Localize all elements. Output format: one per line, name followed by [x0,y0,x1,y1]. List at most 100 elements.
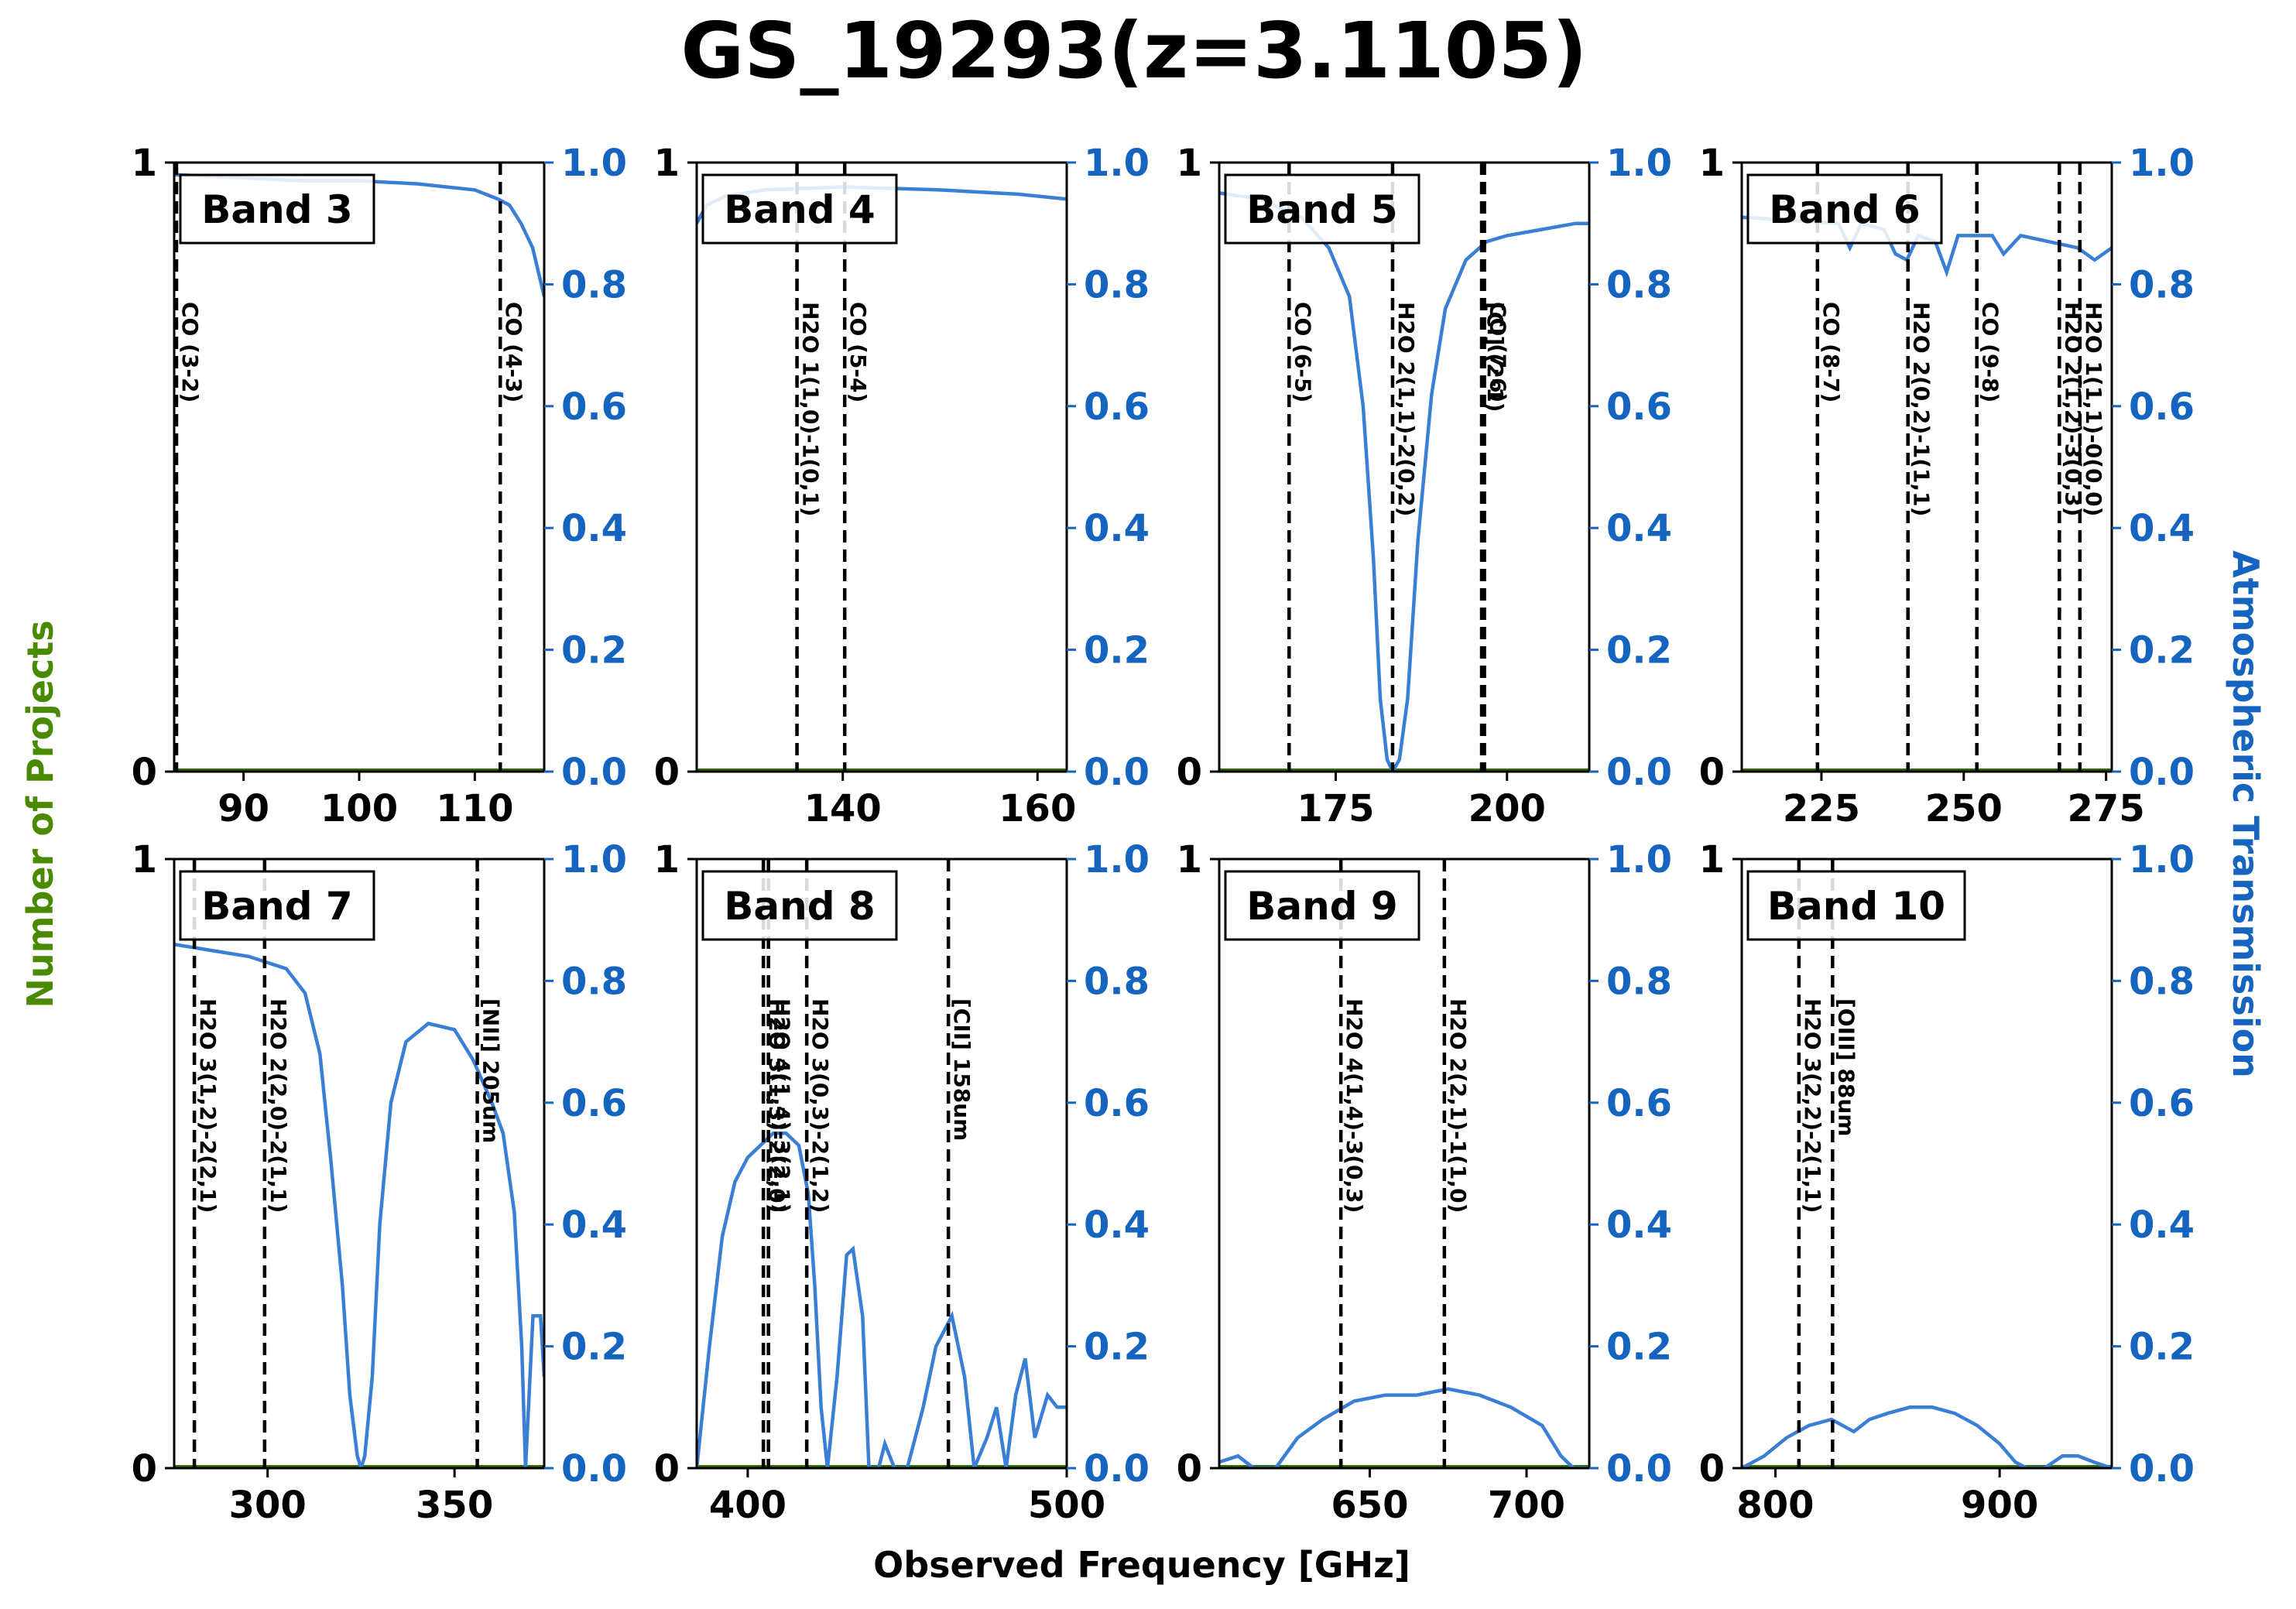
band-label: Band 9 [1246,884,1397,929]
emission-line-label: [CI] (2-1) [1482,302,1508,413]
transmission-curve [1219,191,1589,772]
emission-line-label: CO (8-7) [1818,302,1844,402]
right-y-tick-label: 0.2 [1084,629,1150,673]
panel-frame [173,161,546,773]
right-y-tick-label: 1.0 [1606,838,1672,882]
x-tick-label: 175 [1297,787,1374,830]
emission-line-label: [OIII] 88um [1833,998,1859,1136]
emission-line-label: H2O 2(2,1)-1(1,0) [1445,998,1471,1213]
x-tick-label: 225 [1783,787,1860,830]
panel-band-6: CO (8-7) H2O 2(0,2)-1(1,1) CO (9-8) H2O 2(1… [1699,142,2195,830]
band-label: Band 7 [201,884,352,929]
right-y-tick-label: 0.4 [1606,1203,1672,1247]
left-y-tick-label: 1 [654,838,680,882]
band-label-box [701,173,898,245]
right-y-tick-label: 1.0 [1084,838,1150,882]
right-y-tick-label: 0.4 [2129,507,2195,550]
x-tick-label: 140 [804,787,882,830]
x-tick-label: 800 [1736,1484,1814,1527]
right-y-tick-label: 1.0 [2129,142,2195,185]
emission-line-label: CO (9-8) [1978,302,2003,402]
band-label: Band 5 [1246,187,1397,232]
right-y-tick-label: 0.4 [1606,507,1672,550]
left-y-tick-label: 0 [1699,1447,1725,1491]
emission-line-label: CO (4-3) [501,302,526,402]
emission-line-label: H2O 3(0,3)-2(1,2) [807,998,833,1213]
x-tick-label: 350 [416,1484,493,1527]
band-label: Band 6 [1769,187,1920,232]
right-y-tick-label: 0.2 [2129,1326,2195,1369]
x-tick-label: 900 [1961,1484,2038,1527]
transmission-curve [697,1131,1067,1468]
left-y-tick-label: 0 [1177,1447,1202,1491]
right-y-tick-label: 1.0 [1084,142,1150,185]
right-y-tick-label: 0.6 [2129,1082,2195,1125]
panel-band-10: H2O 3(2,2)-2(1,1) [OIII] 88um 800 900 0 1 0.0 0… [1699,838,2195,1527]
right-y-tick-label: 0.8 [1084,960,1150,1003]
band-label: Band 8 [724,884,875,929]
right-y-tick-label: 0.8 [561,960,627,1003]
figure-title: GS_19293(z=3.1105) [680,5,1587,96]
left-y-tick-label: 1 [132,142,157,185]
x-tick-label: 200 [1468,787,1546,830]
x-tick-label: 700 [1488,1484,1565,1527]
emission-line-label: CO (6-5) [1290,302,1315,402]
right-y-tick-label: 0.2 [561,1326,627,1369]
right-y-tick-label: 0.0 [1606,1447,1672,1491]
right-y-tick-label: 0.0 [561,751,627,794]
right-y-tick-label: 0.6 [1084,1082,1150,1125]
panel-band-7: H2O 3(1,2)-2(2,1) H2O 2(2,0)-2(1,1) [NII] … [132,838,627,1527]
emission-line-label: CO (3-2) [177,302,203,402]
right-y-tick-label: 0.8 [2129,960,2195,1003]
right-y-tick-label: 0.0 [561,1447,627,1491]
right-y-tick-label: 0.0 [2129,1447,2195,1491]
right-y-tick-label: 0.4 [1084,1203,1150,1247]
panel-frame [695,161,1068,773]
emission-line-label: H2O 4(1,4)-3(0,3) [1342,998,1367,1213]
left-y-axis-label: Number of Projects [19,620,61,1008]
x-tick-label: 90 [218,787,269,830]
right-y-tick-label: 0.2 [1606,629,1672,673]
right-y-tick-label: 0.6 [561,1082,627,1125]
band-label: Band 4 [724,187,875,232]
band-label-box [1224,173,1420,245]
right-y-tick-label: 0.0 [2129,751,2195,794]
right-y-tick-label: 0.2 [1084,1326,1150,1369]
left-y-tick-label: 1 [1699,838,1725,882]
band-label-box [1746,173,1943,245]
emission-line-label: CO (5-4) [845,302,871,402]
right-y-tick-label: 0.2 [2129,629,2195,673]
right-y-tick-label: 0.2 [561,629,627,673]
band-label-box [179,173,375,245]
left-y-tick-label: 0 [132,751,157,794]
right-y-tick-label: 0.4 [1084,507,1150,550]
panels-group: CO (3-2) CO (4-3) 90 1 0 0 1 1 0 0 1 0.0 0.2 0.4 0.6 0.… [132,142,2195,1527]
panel-frame [173,858,546,1470]
left-y-tick-label: 0 [654,751,680,794]
panel-band-8: H2O 3(1,3)-2(2,0)H2O 4(1,4)-3(2,1) H2O 3(… [654,838,1150,1527]
emission-line-label: [CII] 158um [949,998,975,1141]
right-y-tick-label: 0.6 [1606,1082,1672,1125]
x-tick-label: 500 [1028,1484,1105,1527]
right-y-tick-label: 0.0 [1084,751,1150,794]
emission-line-label: CO (7-6) [1486,302,1511,402]
transmission-curve [1219,1387,1589,1468]
left-y-tick-label: 1 [1177,142,1202,185]
panel-frame [1740,858,2113,1470]
emission-line-label: H2O 1(1,1)-0(0,0) [2081,302,2106,516]
x-axis-label: Observed Frequency [GHz] [873,1544,1410,1586]
right-y-tick-label: 0.4 [561,507,627,550]
band-label-box [1746,870,1966,941]
emission-line-label: H2O 1(1,0)-1(0,1) [798,302,824,516]
left-y-tick-label: 0 [1177,751,1202,794]
panel-frame [695,858,1068,1470]
left-y-tick-label: 1 [1177,838,1202,882]
right-y-tick-label: 0.8 [1084,263,1150,306]
right-y-tick-label: 0.6 [2129,385,2195,429]
band-label: Band 3 [201,187,352,232]
right-y-tick-label: 1.0 [1606,142,1672,185]
x-tick-label: 160 [999,787,1076,830]
right-y-tick-label: 0.4 [561,1203,627,1247]
emission-line-label: H2O 2(0,2)-1(1,1) [1909,302,1934,516]
